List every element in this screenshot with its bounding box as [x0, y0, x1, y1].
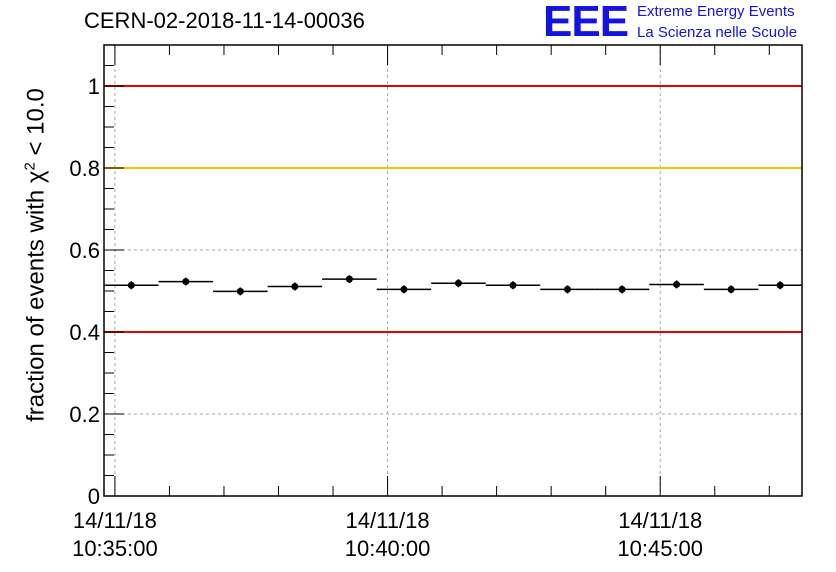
- logo-mark: EEE: [543, 0, 629, 46]
- logo-text-line1: Extreme Energy Events: [637, 3, 795, 20]
- data-point: [727, 285, 735, 293]
- y-tick-label: 1: [88, 74, 100, 99]
- data-point: [345, 275, 353, 283]
- x-tick-time-label: 10:40:00: [345, 536, 431, 561]
- y-tick-label: 0: [88, 484, 100, 509]
- x-tick-time-label: 10:35:00: [72, 536, 158, 561]
- data-point: [509, 281, 517, 289]
- y-tick-label: 0.4: [69, 320, 100, 345]
- data-point: [564, 285, 572, 293]
- data-point: [776, 281, 784, 289]
- x-tick-date-label: 14/11/18: [618, 508, 702, 533]
- x-tick-date-label: 14/11/18: [346, 508, 430, 533]
- data-point: [618, 285, 626, 293]
- x-tick-time-label: 10:45:00: [617, 536, 703, 561]
- data-point: [673, 280, 681, 288]
- data-point: [236, 287, 244, 295]
- y-tick-label: 0.2: [69, 402, 100, 427]
- plot-frame: [103, 44, 803, 497]
- y-tick-label: 0.6: [69, 238, 100, 263]
- y-tick-label: 0.8: [69, 156, 100, 181]
- data-point: [182, 278, 190, 286]
- logo-text-line2: La Scienza nelle Scuole: [637, 24, 798, 41]
- data-point: [291, 282, 299, 290]
- data-point: [127, 281, 135, 289]
- eee-logo: EEE Extreme Energy Events La Scienza nel…: [543, 0, 833, 46]
- chart-title: CERN-02-2018-11-14-00036: [84, 8, 365, 33]
- data-point: [400, 285, 408, 293]
- data-point: [454, 279, 462, 287]
- x-tick-date-label: 14/11/18: [73, 508, 157, 533]
